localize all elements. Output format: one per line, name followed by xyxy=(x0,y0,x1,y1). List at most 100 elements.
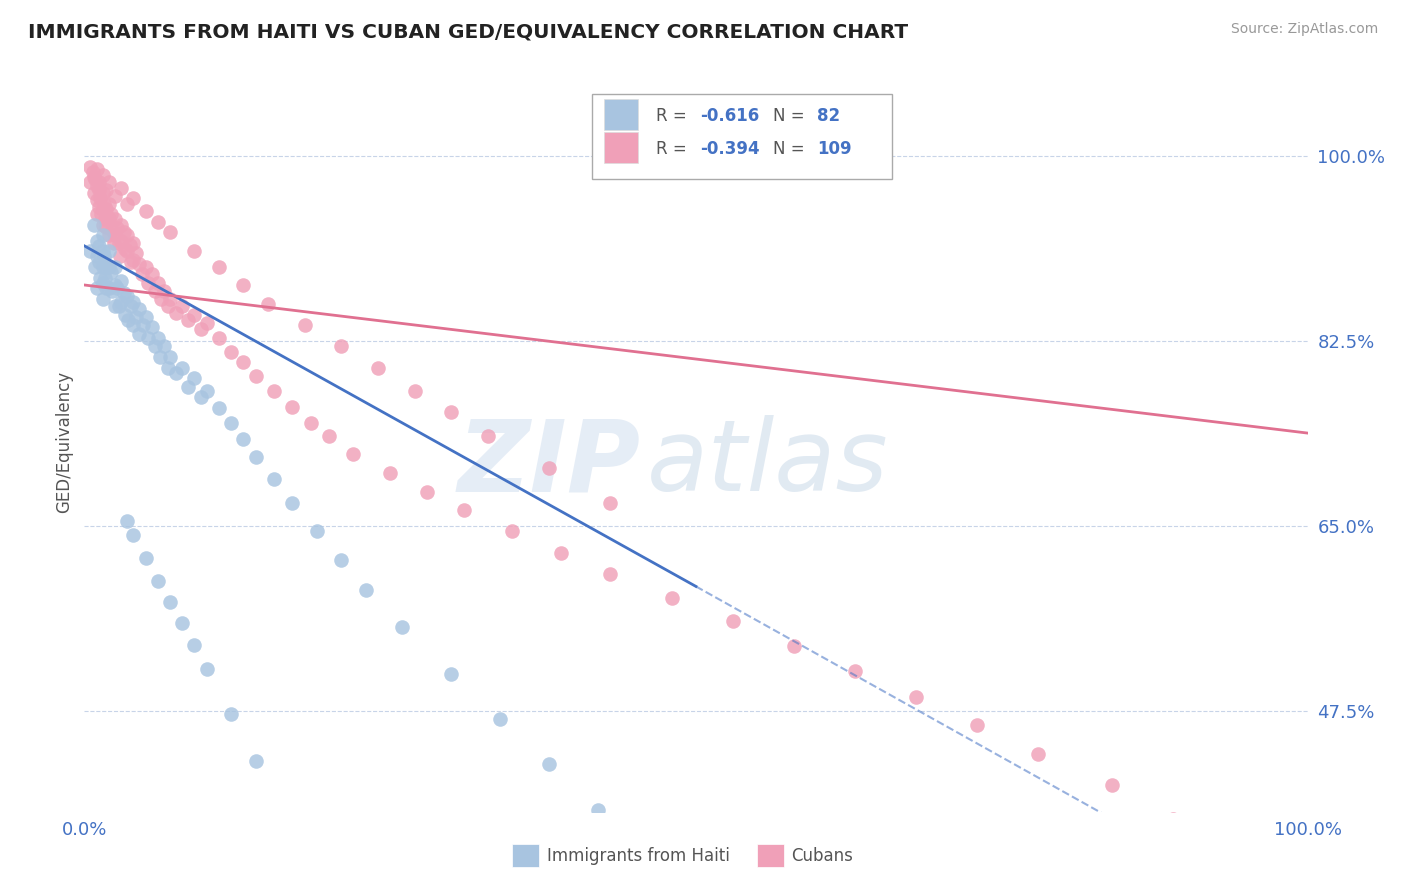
Point xyxy=(550,546,572,560)
Point xyxy=(97,175,120,190)
Point xyxy=(318,429,340,443)
Point xyxy=(150,292,173,306)
Point xyxy=(79,160,101,174)
Text: Cubans: Cubans xyxy=(792,847,853,865)
Point xyxy=(153,285,176,299)
Bar xyxy=(758,844,785,867)
Point xyxy=(110,274,132,288)
Point xyxy=(136,276,159,290)
Point xyxy=(91,244,114,259)
Point xyxy=(103,235,125,250)
Point xyxy=(91,186,114,200)
Bar xyxy=(513,844,540,867)
Point xyxy=(153,339,176,353)
Point xyxy=(114,308,136,322)
Point xyxy=(245,450,267,465)
Point xyxy=(190,322,212,336)
Point xyxy=(115,514,138,528)
Point xyxy=(97,244,120,259)
Point xyxy=(367,360,389,375)
Point xyxy=(183,244,205,259)
Point xyxy=(122,318,145,333)
Point xyxy=(82,165,104,179)
Point xyxy=(128,326,150,341)
Point xyxy=(165,305,187,319)
Point xyxy=(232,278,254,293)
Point xyxy=(599,566,621,581)
Point xyxy=(86,161,108,176)
Point xyxy=(219,707,242,722)
Point xyxy=(87,175,110,190)
Point xyxy=(146,214,169,228)
Text: -0.616: -0.616 xyxy=(700,107,759,125)
Text: 109: 109 xyxy=(817,140,852,158)
Point xyxy=(87,183,110,197)
Text: -0.394: -0.394 xyxy=(700,140,759,158)
Point xyxy=(177,379,200,393)
Point xyxy=(118,237,141,252)
Point xyxy=(87,254,110,268)
Point xyxy=(86,281,108,295)
Point xyxy=(195,316,218,330)
Bar xyxy=(605,132,638,163)
Point xyxy=(86,194,108,208)
Point xyxy=(380,467,402,481)
Point xyxy=(1101,778,1123,792)
Point xyxy=(135,260,157,274)
Point xyxy=(195,662,218,676)
Point xyxy=(135,204,157,219)
Point xyxy=(112,225,135,239)
Point xyxy=(96,202,118,216)
Point xyxy=(122,527,145,541)
Point xyxy=(208,401,231,415)
Point xyxy=(83,186,105,200)
Point xyxy=(146,574,169,589)
Point xyxy=(100,207,122,221)
Point xyxy=(96,260,118,274)
Point xyxy=(183,638,205,652)
Y-axis label: GED/Equivalency: GED/Equivalency xyxy=(55,370,73,513)
Point xyxy=(91,228,114,243)
Point xyxy=(232,355,254,369)
Point xyxy=(586,803,609,817)
Point xyxy=(97,212,120,227)
Point xyxy=(97,281,120,295)
Point xyxy=(84,260,107,274)
Point xyxy=(165,366,187,380)
Point xyxy=(330,553,353,567)
Point xyxy=(104,189,127,203)
FancyBboxPatch shape xyxy=(592,94,891,178)
Point xyxy=(263,471,285,485)
Point xyxy=(94,270,117,285)
Point xyxy=(143,285,166,299)
Point xyxy=(1223,847,1246,861)
Text: IMMIGRANTS FROM HAITI VS CUBAN GED/EQUIVALENCY CORRELATION CHART: IMMIGRANTS FROM HAITI VS CUBAN GED/EQUIV… xyxy=(28,22,908,41)
Point xyxy=(89,270,111,285)
Point xyxy=(477,429,499,443)
Point xyxy=(79,244,101,259)
Point xyxy=(117,313,139,327)
Point xyxy=(91,260,114,274)
Bar xyxy=(605,99,638,130)
Point xyxy=(122,252,145,267)
Point xyxy=(105,220,128,235)
Point xyxy=(156,299,179,313)
Point xyxy=(146,276,169,290)
Point xyxy=(120,254,142,268)
Point xyxy=(141,268,163,282)
Point xyxy=(299,416,322,430)
Text: R =: R = xyxy=(655,140,686,158)
Point xyxy=(245,368,267,383)
Point xyxy=(159,292,181,306)
Point xyxy=(305,524,328,539)
Point xyxy=(91,292,114,306)
Point xyxy=(330,339,353,353)
Point xyxy=(101,285,124,299)
Point xyxy=(844,664,866,678)
Point xyxy=(122,235,145,250)
Point xyxy=(146,331,169,345)
Point xyxy=(404,384,426,398)
Point xyxy=(107,235,129,250)
Point xyxy=(257,297,280,311)
Point xyxy=(190,390,212,404)
